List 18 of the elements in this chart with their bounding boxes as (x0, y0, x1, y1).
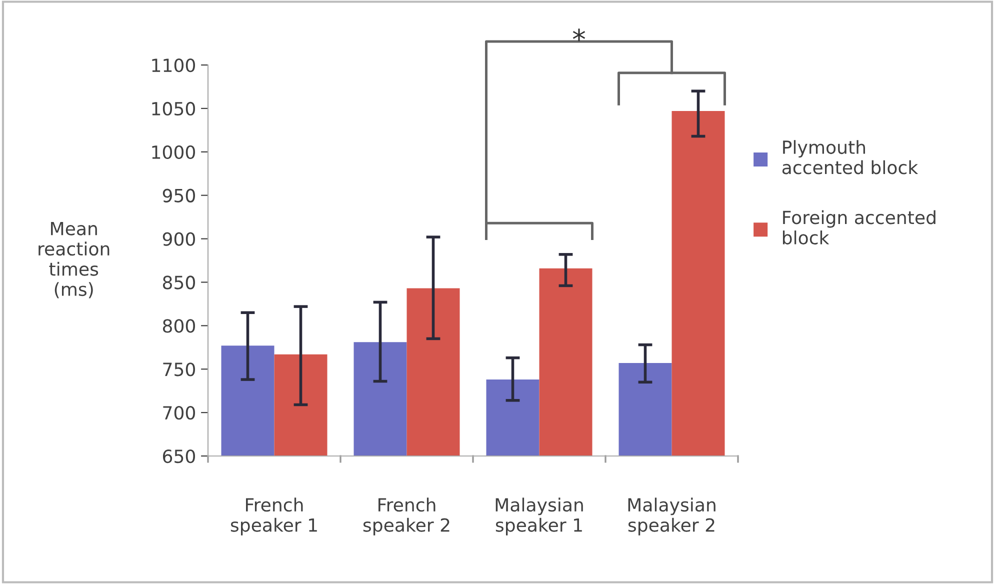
y-axis-title: Mean reaction times (ms) (38, 222, 110, 298)
y-tick-label: 1050 (152, 102, 195, 116)
text: * (572, 28, 586, 42)
x-tick-label: French speaker 2 (363, 498, 450, 536)
y-tick-label: 950 (162, 188, 195, 202)
y-tick-label: 850 (162, 276, 195, 290)
x-tick-label: French speaker 1 (230, 498, 317, 536)
y-tick-label: 900 (162, 232, 195, 246)
x-tick-label: Malaysian speaker 2 (628, 498, 716, 536)
x-tick-label: Malaysian speaker 1 (496, 498, 583, 536)
legend-label: Plymouth accented block (782, 140, 918, 174)
y-tick-label: 750 (163, 362, 195, 376)
y-tick-label: 1100 (152, 58, 195, 72)
y-tick-label: 1000 (152, 145, 195, 160)
y-tick-label: 700 (163, 406, 195, 420)
y-tick-label: 800 (162, 319, 195, 333)
y-tick-label: 650 (162, 449, 195, 464)
legend-label: Foreign accented block (782, 210, 936, 244)
